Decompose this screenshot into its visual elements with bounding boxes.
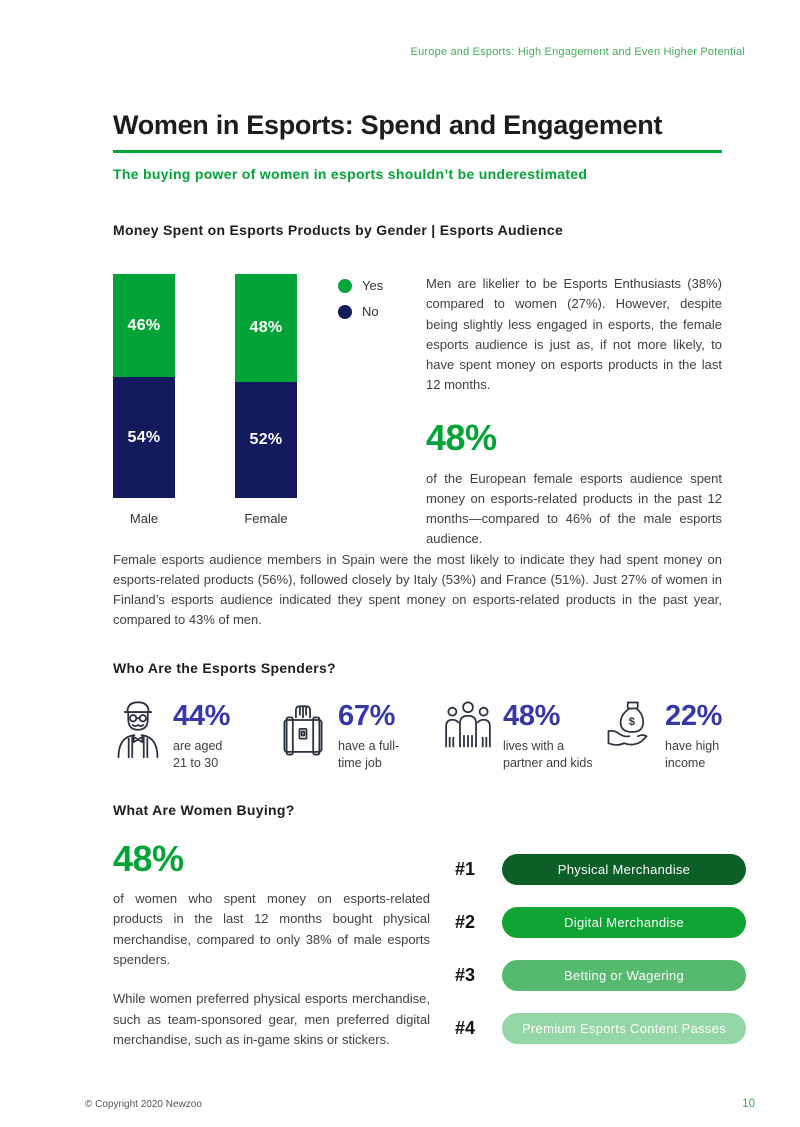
buying-section-heading: What Are Women Buying? [113,802,295,819]
stat-text-income: 22% have high income [665,695,722,774]
bar-segment-yes: 46% [113,274,175,378]
ranking-row: #2 Digital Merchandise [455,907,746,939]
family-icon [443,697,495,755]
page-subtitle: The buying power of women in esports sho… [113,166,588,182]
stat-label-income: have high income [665,738,722,774]
bar-segment-yes: 48% [235,274,297,382]
rank-number: #3 [455,965,476,986]
bars: 46% 54% Male 48% 52% Female [113,274,423,526]
elderly-man-icon [113,697,165,759]
stat-label-job: have a full- time job [338,738,399,774]
stat-item-job: 67% have a full- time job [278,695,443,774]
stat-label-line: have a full- [338,738,400,753]
copyright-text: © Copyright 2020 Newzoo [85,1099,202,1110]
chart-legend: Yes No [338,278,383,330]
page-number: 10 [742,1098,755,1110]
bar-segment-value: 46% [127,316,161,334]
countries-paragraph: Female esports audience members in Spain… [113,551,722,628]
ranking-pill: Betting or Wagering [502,960,746,992]
stat-label-line: partner and kids [503,756,593,771]
stat-label-line: 21 to 30 [173,756,219,771]
title-underline-rule [113,150,722,153]
page-header: Europe and Esports: High Engagement and … [0,0,800,58]
legend-label-yes: Yes [362,278,384,293]
ranking-row: #4 Premium Esports Content Passes [455,1013,746,1045]
money-bag-hand-icon: $ [605,697,657,753]
buying-paragraph-2: While women preferred physical esports m… [113,991,430,1047]
legend-dot-no [338,304,352,319]
stat-value-income: 22% [665,699,723,732]
buying-paragraph-1: of women who spent money on esports-rela… [113,891,430,968]
stat-value-job: 67% [338,699,396,732]
rank-number: #4 [455,1018,476,1039]
running-header-text: Europe and Esports: High Engagement and … [410,46,745,58]
bar-segment-no: 54% [113,377,175,498]
bar-segment-value: 54% [127,428,161,446]
stacked-bar: 46% 54% [113,274,175,498]
stat-text-family: 48% lives with a partner and kids [503,695,593,774]
legend-item-no: No [338,304,383,319]
stacked-bar-chart: 46% 54% Male 48% 52% Female Yes No [113,274,423,550]
bar-category-label: Female [244,511,288,526]
spender-stats-row: 44% are aged 21 to 30 [113,695,722,774]
ranking-pill: Digital Merchandise [502,907,746,939]
stat-value-age: 44% [173,699,231,732]
rankings-list: #1 Physical Merchandise #2 Digital Merchand… [455,839,746,1066]
bar-segment-value: 48% [249,318,283,336]
page-title: Women in Esports: Spend and Engagement [113,110,663,140]
svg-text:$: $ [629,716,636,728]
bar-female: 48% 52% Female [235,274,297,526]
stat-value-family: 48% [503,699,561,732]
stat-label-age: are aged 21 to 30 [173,738,230,774]
ranking-pill: Physical Merchandise [502,854,746,886]
chart-section: 46% 54% Male 48% 52% Female Yes No Men are li… [113,274,722,550]
spenders-section-heading: Who Are the Esports Spenders? [113,659,336,676]
legend-label-no: No [362,304,379,319]
ranking-pill: Premium Esports Content Passes [502,1013,746,1045]
stat-paragraph: of the European female esports audience … [426,470,722,547]
page-footer: © Copyright 2020 Newzoo 10 [0,1098,800,1110]
bar-category-label: Male [129,511,159,526]
ranking-row: #3 Betting or Wagering [455,960,746,992]
legend-dot-yes [338,278,352,293]
page-content: Women in Esports: Spend and Engagement T… [0,110,800,1066]
big-stat-female-spend: 48% [426,416,497,458]
buying-section: 48% of women who spent money on esports-… [113,839,746,1066]
stacked-bar: 48% 52% [235,274,297,498]
stat-label-line: have high [665,738,720,753]
intro-paragraph: Men are likelier to be Esports Enthusias… [426,276,722,393]
stat-item-age: 44% are aged 21 to 30 [113,695,278,774]
stat-label-line: time job [338,756,382,771]
buying-text-column: 48% of women who spent money on esports-… [113,839,430,1066]
ranking-row: #1 Physical Merchandise [455,854,746,886]
legend-item-yes: Yes [338,278,383,293]
rank-number: #1 [455,859,476,880]
stat-label-line: are aged [173,738,223,753]
chart-section-heading: Money Spent on Esports Products by Gende… [113,222,564,238]
chart-side-text: Men are likelier to be Esports Enthusias… [423,274,722,550]
bar-segment-value: 52% [249,430,283,448]
stat-label-line: income [665,756,706,771]
stat-item-income: $ 22% have high income [605,695,722,774]
rank-number: #2 [455,912,476,933]
stat-label-family: lives with a partner and kids [503,738,593,774]
stat-text-job: 67% have a full- time job [338,695,399,774]
briefcase-icon [278,697,330,759]
stat-label-line: lives with a [503,738,565,753]
bar-male: 46% 54% Male [113,274,175,526]
big-stat-women-buying: 48% [113,838,184,880]
bar-segment-no: 52% [235,381,297,498]
stat-text-age: 44% are aged 21 to 30 [173,695,230,774]
stat-item-family: 48% lives with a partner and kids [443,695,605,774]
